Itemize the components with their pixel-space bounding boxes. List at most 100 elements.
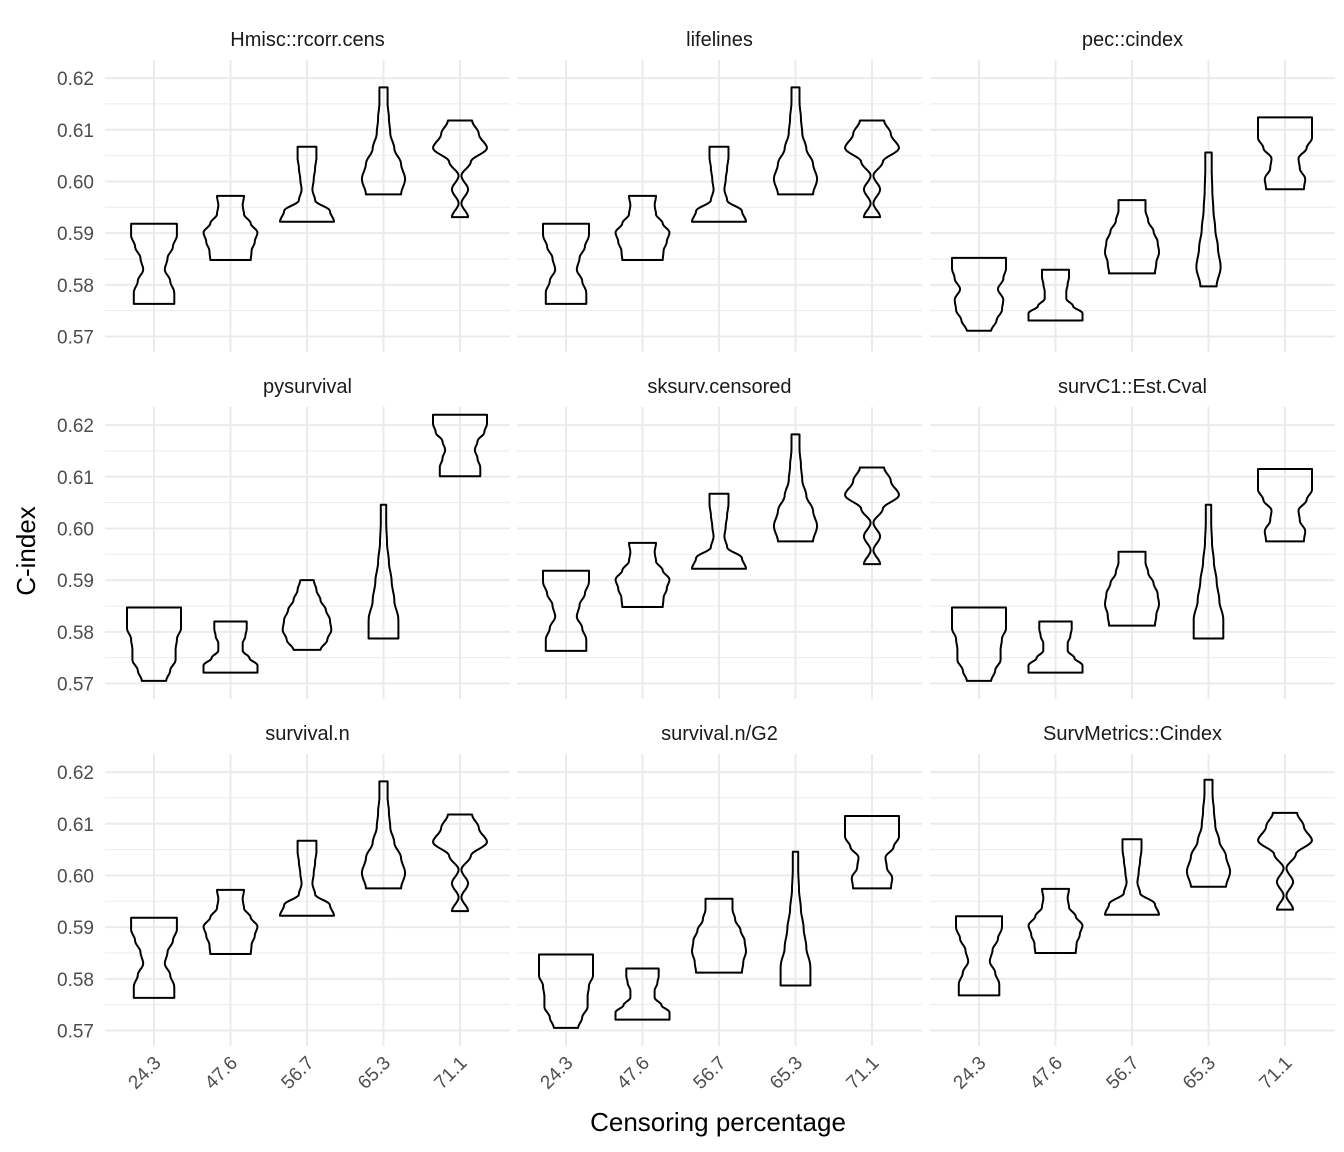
violin — [779, 850, 812, 987]
x-tick-label: 24.3 — [537, 1053, 578, 1094]
x-tick-label: 65.3 — [766, 1053, 807, 1094]
violin — [432, 119, 488, 219]
violin — [1195, 151, 1222, 288]
violin — [542, 569, 590, 652]
x-tick-label: 56.7 — [1103, 1053, 1144, 1094]
violin — [367, 503, 400, 640]
y-tick-label: 0.58 — [57, 623, 94, 644]
y-tick-label: 0.62 — [57, 69, 94, 90]
y-tick-label: 0.61 — [57, 121, 94, 142]
y-tick-label: 0.60 — [57, 519, 94, 540]
x-tick-label: 56.7 — [690, 1053, 731, 1094]
violin — [1257, 468, 1313, 543]
y-tick-label: 0.60 — [57, 866, 94, 887]
facet-panel: survival.n 0.57 0.58 0.59 0.60 0.61 0.62 24.3 47… — [57, 723, 510, 1094]
violin — [614, 194, 671, 261]
facet-panel: pysurvival 0.57 0.58 0.59 0.60 0.61 0.62 — [57, 376, 510, 699]
x-tick-label: 71.1 — [843, 1053, 884, 1094]
y-axis-title: C-index — [11, 506, 41, 596]
facet-title: pysurvival — [263, 376, 352, 398]
violin — [691, 145, 747, 223]
y-tick-label: 0.60 — [57, 172, 94, 193]
violin — [1185, 778, 1232, 888]
violin — [542, 222, 590, 305]
y-tick-label: 0.57 — [57, 327, 94, 348]
facet-title: survC1::Est.Cval — [1058, 376, 1207, 398]
facet-title: Hmisc::rcorr.cens — [230, 29, 384, 51]
violin — [951, 606, 1007, 682]
violin — [202, 620, 259, 674]
y-tick-label: 0.62 — [57, 416, 94, 437]
facet-title: SurvMetrics::Cindex — [1043, 723, 1222, 745]
violin — [844, 466, 900, 566]
facet-panels: Hmisc::rcorr.cens0.570.580.590.600.610.6… — [57, 29, 1335, 1094]
y-tick-label: 0.57 — [57, 674, 94, 695]
violin — [202, 194, 259, 261]
facet-title: lifelines — [686, 29, 753, 51]
facet-panel: survC1::Est.Cval — [930, 376, 1335, 699]
violin — [844, 815, 900, 890]
x-axis-title: Censoring percentage — [590, 1107, 846, 1137]
violin — [1257, 116, 1313, 191]
violin — [126, 606, 182, 682]
facet-title: survival.n — [265, 723, 349, 745]
violin — [432, 813, 488, 913]
facet-title: pec::cindex — [1082, 29, 1183, 51]
violin — [360, 780, 407, 890]
violin — [614, 967, 671, 1021]
x-tick-label: 56.7 — [278, 1053, 319, 1094]
x-tick-label: 47.6 — [201, 1053, 242, 1094]
violin — [691, 492, 747, 570]
y-tick-label: 0.57 — [57, 1021, 94, 1042]
violin — [1257, 811, 1313, 911]
y-tick-label: 0.62 — [57, 763, 94, 784]
y-tick-label: 0.58 — [57, 276, 94, 297]
violin — [130, 222, 178, 305]
x-tick-label: 65.3 — [1179, 1053, 1220, 1094]
violin — [538, 953, 594, 1029]
y-tick-label: 0.59 — [57, 918, 94, 939]
y-tick-label: 0.59 — [57, 571, 94, 592]
x-tick-label: 47.6 — [1026, 1053, 1067, 1094]
facet-panel: sksurv.censored — [517, 376, 922, 699]
violin — [1104, 838, 1160, 916]
y-tick-label: 0.59 — [57, 224, 94, 245]
violin — [691, 897, 747, 974]
violin — [1027, 887, 1084, 954]
violin — [844, 119, 900, 219]
violin — [955, 915, 1003, 997]
x-tick-label: 65.3 — [354, 1053, 395, 1094]
violin — [432, 413, 488, 478]
violin — [1027, 268, 1084, 322]
x-tick-label: 71.1 — [1256, 1053, 1297, 1094]
violin — [1192, 503, 1225, 640]
violin — [614, 541, 671, 608]
facet-panel: survival.n/G2 24.3 47.6 56.7 65.3 71.1 — [517, 723, 922, 1094]
facet-panel: lifelines — [517, 29, 922, 352]
violin — [360, 86, 407, 196]
violin — [202, 888, 259, 955]
y-tick-label: 0.58 — [57, 970, 94, 991]
x-tick-label: 71.1 — [431, 1053, 472, 1094]
y-tick-label: 0.61 — [57, 468, 94, 489]
facet-panel: pec::cindex — [930, 29, 1335, 352]
violin — [281, 579, 333, 651]
violin — [951, 256, 1007, 332]
facet-title: survival.n/G2 — [661, 723, 778, 745]
violin — [1104, 550, 1160, 627]
violin — [1027, 620, 1084, 674]
violin — [772, 86, 819, 196]
violin — [130, 916, 178, 999]
violin — [772, 433, 819, 543]
violin — [279, 839, 335, 917]
y-tick-label: 0.61 — [57, 815, 94, 836]
facet-title: sksurv.censored — [647, 376, 791, 398]
x-tick-label: 47.6 — [613, 1053, 654, 1094]
x-tick-label: 24.3 — [125, 1053, 166, 1094]
violin — [279, 145, 335, 223]
x-tick-label: 24.3 — [950, 1053, 991, 1094]
violin — [1104, 199, 1160, 275]
